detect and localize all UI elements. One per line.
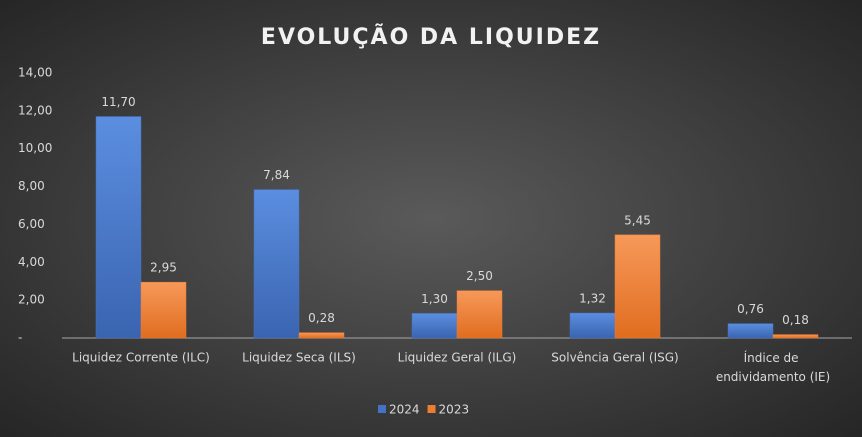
data-label: 2,50 <box>466 269 493 283</box>
y-tick-label: 6,00 <box>18 217 45 231</box>
y-tick-label: 4,00 <box>18 255 45 269</box>
bar <box>140 281 187 339</box>
legend-swatch <box>378 405 386 413</box>
y-tick-label: 8,00 <box>18 179 45 193</box>
x-tick-label: Solvência Geral (ISG) <box>551 351 678 365</box>
bar <box>569 312 616 339</box>
bar <box>95 116 142 339</box>
data-label: 7,84 <box>263 168 290 182</box>
y-tick-label: 10,00 <box>18 141 52 155</box>
data-label: 1,32 <box>579 292 606 306</box>
data-label: 11,70 <box>101 95 135 109</box>
data-label: 2,95 <box>150 261 177 275</box>
data-label: 1,30 <box>421 292 448 306</box>
legend-label: 2023 <box>439 403 470 417</box>
chart-title: EVOLUÇÃO DA LIQUIDEZ <box>261 24 601 50</box>
bar <box>727 323 774 339</box>
data-label: 0,28 <box>308 311 335 325</box>
x-tick-label: Liquidez Seca (ILS) <box>242 351 356 365</box>
bar <box>456 290 503 339</box>
bar <box>298 332 345 339</box>
legend-swatch <box>427 405 436 413</box>
y-tick-label: 12,00 <box>18 103 52 117</box>
y-tick-label: 14,00 <box>18 66 52 80</box>
data-label: 5,45 <box>624 213 651 227</box>
bar <box>411 313 458 339</box>
data-label: 0,18 <box>782 313 809 327</box>
bar <box>614 234 661 339</box>
y-tick-label: - <box>18 331 22 345</box>
bar <box>253 189 300 339</box>
x-tick-label: Liquidez Corrente (ILC) <box>72 351 210 365</box>
legend-label: 2024 <box>389 403 420 417</box>
bar <box>772 334 819 339</box>
data-label: 0,76 <box>737 302 764 316</box>
x-tick-label: Índice de endividamento (IE) <box>716 350 830 384</box>
x-tick-label: Liquidez Geral (ILG) <box>398 351 517 365</box>
y-tick-label: 2,00 <box>18 293 45 307</box>
